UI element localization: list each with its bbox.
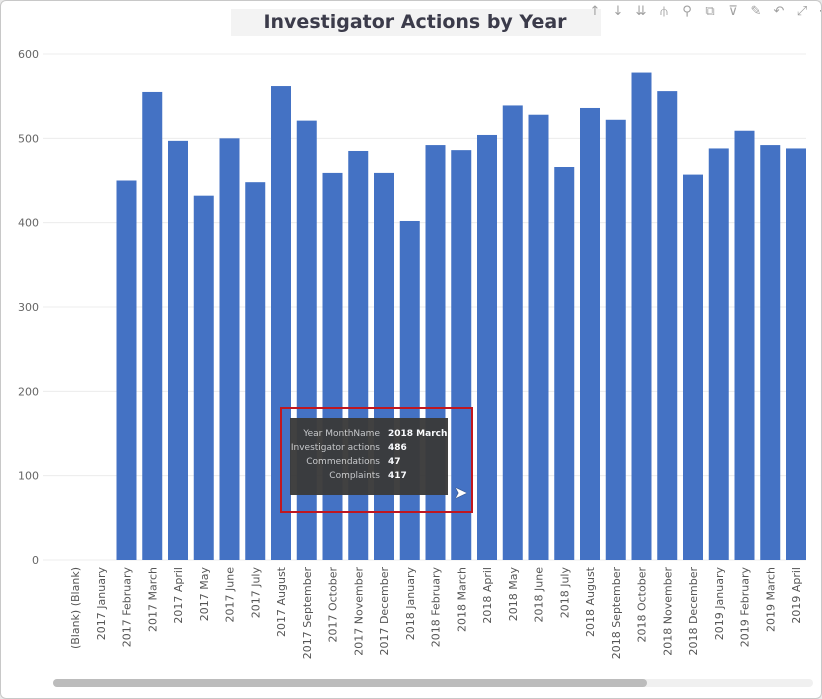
bar[interactable] [451, 150, 472, 560]
bar[interactable] [245, 182, 266, 561]
x-tick-label: 2017 April [172, 567, 185, 624]
x-tick-label: 2017 November [352, 567, 365, 656]
x-tick-label: 2017 December [378, 567, 391, 656]
x-tick-label: 2018 December [687, 567, 700, 656]
y-tick-label: 300 [18, 301, 39, 314]
x-tick-label: 2017 October [327, 567, 340, 643]
arrow-up-icon[interactable]: ↑ [589, 4, 601, 19]
more-options-icon[interactable]: ⋯ [815, 3, 822, 21]
x-tick-label: 2017 August [275, 566, 288, 637]
bar[interactable] [631, 72, 652, 560]
bar[interactable] [502, 105, 523, 561]
x-tick-label: 2018 April [481, 567, 494, 624]
bar[interactable] [786, 148, 806, 560]
tooltip: Year MonthName 2018 March Investigator ac… [290, 418, 448, 495]
x-tick-label: 2018 May [507, 567, 520, 622]
filter-icon[interactable]: ⊽ [728, 4, 738, 19]
x-tick-label: 2018 February [430, 567, 443, 648]
bar[interactable] [477, 134, 497, 560]
x-tick-label: 2017 July [249, 567, 262, 619]
x-tick-label: 2018 November [661, 567, 674, 656]
mouse-cursor-icon: ➤ [454, 483, 468, 502]
x-tick-label: 2018 July [558, 567, 571, 619]
tooltip-row: Year MonthName 2018 March [303, 429, 448, 439]
title-background [231, 9, 601, 36]
bar[interactable] [683, 174, 703, 560]
bar[interactable] [657, 91, 678, 561]
bar[interactable] [142, 91, 163, 560]
bar[interactable] [193, 195, 214, 560]
x-tick-label: 2018 October [636, 567, 649, 643]
bar[interactable] [219, 138, 240, 561]
bar[interactable] [528, 114, 549, 560]
x-tick-label: 2019 March [764, 567, 777, 632]
x-tick-label: 2018 June [533, 567, 546, 623]
x-tick-label: 2019 April [790, 567, 803, 624]
x-tick-label: 2019 February [739, 567, 752, 648]
highlight-box [280, 407, 473, 513]
tooltip-row: Commendations 47 [306, 457, 401, 467]
y-tick-label: 100 [18, 470, 39, 483]
y-tick-label: 600 [18, 48, 39, 61]
copy-icon[interactable]: ⧉ [705, 4, 715, 19]
x-tick-label: 2017 February [121, 567, 134, 648]
tooltip-row: Investigator actions 486 [290, 443, 407, 453]
y-tick-label: 400 [18, 217, 39, 230]
bar[interactable] [734, 130, 755, 560]
x-tick-label: 2017 May [198, 567, 211, 622]
x-tick-label: 2017 September [301, 567, 314, 660]
tooltip-row: Complaints 417 [329, 471, 407, 481]
format-icon[interactable]: ✎ [750, 4, 762, 19]
undo-icon[interactable]: ↶ [773, 4, 785, 19]
bar[interactable] [168, 140, 188, 560]
bar[interactable] [116, 180, 137, 561]
horizontal-scrollbar[interactable] [53, 679, 647, 687]
focus-mode-icon[interactable]: ⤢ [796, 4, 808, 19]
double-arrow-down-icon[interactable]: ⇊ [635, 4, 647, 19]
x-tick-label: 2018 March [455, 567, 468, 632]
pin-icon[interactable]: ⚲ [682, 4, 692, 19]
y-tick-label: 0 [32, 554, 39, 567]
arrow-down-icon[interactable]: ↓ [612, 4, 624, 19]
bar[interactable] [708, 148, 729, 560]
x-tick-label: 2018 September [610, 567, 623, 660]
x-tick-label: (Blank) (Blank) [69, 567, 82, 649]
bar[interactable] [760, 145, 781, 560]
x-tick-label: 2017 March [146, 567, 159, 632]
bar[interactable] [554, 167, 575, 561]
y-tick-label: 200 [18, 385, 39, 398]
chart-title: Investigator Actions by Year [263, 11, 567, 33]
bar[interactable] [580, 107, 600, 561]
x-tick-label: 2019 January [713, 567, 726, 641]
expand-hierarchy-icon[interactable]: ⫛ [660, 4, 668, 19]
y-tick-label: 500 [18, 132, 39, 145]
x-tick-label: 2017 January [95, 567, 108, 641]
bar[interactable] [271, 86, 291, 561]
visual-toolbar: ↑ ↓ ⇊ ⫛ ⚲ ⧉ ⊽ ✎ ↶ ⤢ ⋯ [585, 3, 822, 21]
x-tick-label: 2017 June [224, 567, 237, 623]
x-tick-label: 2018 January [404, 567, 417, 641]
bar[interactable] [605, 119, 626, 560]
x-tick-label: 2018 August [584, 566, 597, 637]
